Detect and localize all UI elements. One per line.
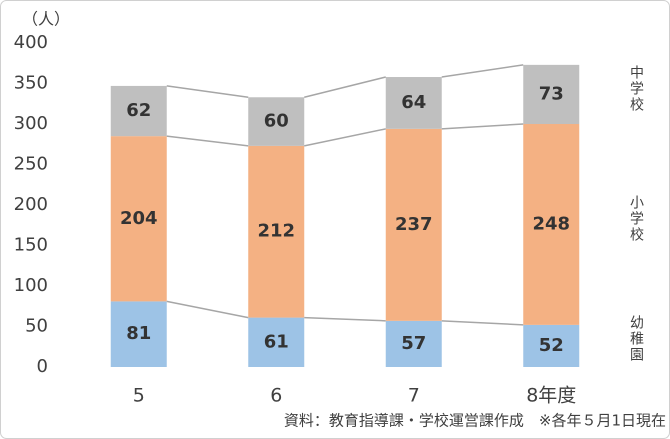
value-label: 237 xyxy=(395,214,433,235)
value-label: 204 xyxy=(120,208,158,229)
bar-segment xyxy=(523,324,580,367)
connector-line xyxy=(441,64,524,78)
x-tick-label: 8年度 xyxy=(526,385,576,407)
y-unit: （人） xyxy=(22,10,70,29)
value-label: 62 xyxy=(126,100,151,121)
y-tick-label: 100 xyxy=(14,275,48,296)
bar-segment xyxy=(523,64,580,124)
y-tick-label: 150 xyxy=(14,235,48,256)
y-tick-label: 0 xyxy=(37,356,48,377)
connector-line xyxy=(304,316,386,322)
connector-line xyxy=(166,85,249,99)
connector-line xyxy=(441,123,524,130)
y-tick-label: 200 xyxy=(14,194,48,215)
x-tick-label: 7 xyxy=(408,385,420,407)
connector-line xyxy=(441,320,524,326)
value-label: 60 xyxy=(264,111,289,132)
value-label: 81 xyxy=(126,323,151,344)
connector-line xyxy=(166,300,249,319)
value-label: 212 xyxy=(257,221,295,242)
y-tick-label: 250 xyxy=(14,154,48,175)
value-label: 73 xyxy=(539,83,564,104)
value-label: 64 xyxy=(401,92,426,113)
bar-segment xyxy=(385,128,442,321)
value-label: 52 xyxy=(539,335,564,356)
bar-segment xyxy=(110,301,167,367)
value-label: 57 xyxy=(401,333,426,354)
bar-segment xyxy=(523,124,580,325)
bar-segment xyxy=(385,77,442,129)
connector-line xyxy=(304,76,386,98)
series-label: 幼稚園 xyxy=(628,315,644,363)
value-label: 61 xyxy=(264,331,289,352)
bar-segment xyxy=(385,320,442,367)
series-label: 中学校 xyxy=(628,65,644,113)
y-tick-label: 350 xyxy=(14,73,48,94)
x-tick-label: 5 xyxy=(133,385,145,407)
series-label: 小学校 xyxy=(628,195,644,243)
y-tick-label: 50 xyxy=(25,316,48,337)
connector-line xyxy=(166,135,249,147)
bar-segment xyxy=(110,136,167,302)
connector-line xyxy=(304,128,386,147)
y-tick-label: 300 xyxy=(14,113,48,134)
bar-segment xyxy=(248,97,305,146)
note: 資料：教育指導課・学校運営課作成 ※各年５月1日現在 xyxy=(284,412,666,430)
value-label: 248 xyxy=(532,213,570,234)
bar-segment xyxy=(248,145,305,318)
bar-segment xyxy=(110,85,167,137)
x-tick-label: 6 xyxy=(270,385,282,407)
bar-segment xyxy=(248,317,305,367)
y-tick-label: 400 xyxy=(14,32,48,53)
